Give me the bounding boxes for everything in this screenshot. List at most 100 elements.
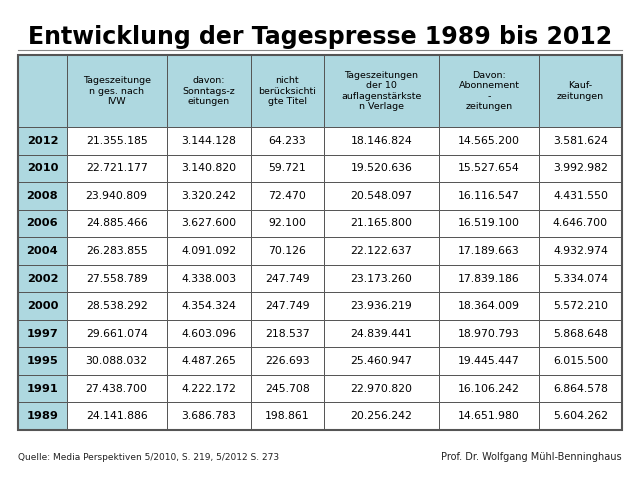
Bar: [67, 237, 166, 265]
Text: 2012: 2012: [27, 136, 58, 146]
Text: 64.233: 64.233: [268, 136, 306, 146]
Bar: [324, 210, 439, 237]
Bar: [251, 375, 324, 402]
Bar: [539, 182, 622, 210]
Text: 20.256.242: 20.256.242: [351, 411, 412, 421]
Text: 3.140.820: 3.140.820: [181, 163, 236, 173]
Text: Tageszeitunge
n ges. nach
IVW: Tageszeitunge n ges. nach IVW: [83, 76, 150, 106]
Text: 25.460.947: 25.460.947: [351, 356, 412, 366]
Text: 27.558.789: 27.558.789: [86, 274, 147, 284]
Text: 19.520.636: 19.520.636: [351, 163, 412, 173]
Text: 22.721.177: 22.721.177: [86, 163, 147, 173]
Bar: [251, 402, 324, 430]
Bar: [324, 127, 439, 155]
Text: 2004: 2004: [27, 246, 58, 256]
Text: 3.992.982: 3.992.982: [553, 163, 608, 173]
Text: 2010: 2010: [27, 163, 58, 173]
Text: 245.708: 245.708: [265, 384, 310, 394]
Text: 3.320.242: 3.320.242: [181, 191, 236, 201]
Bar: [539, 375, 622, 402]
Text: 1995: 1995: [26, 356, 58, 366]
Text: 70.126: 70.126: [268, 246, 307, 256]
Bar: [166, 375, 251, 402]
Text: 28.538.292: 28.538.292: [86, 301, 147, 311]
Text: 24.885.466: 24.885.466: [86, 218, 147, 228]
Text: 23.936.219: 23.936.219: [351, 301, 412, 311]
Bar: [324, 155, 439, 182]
Bar: [67, 155, 166, 182]
Text: 15.527.654: 15.527.654: [458, 163, 520, 173]
Text: 21.165.800: 21.165.800: [351, 218, 413, 228]
Bar: [439, 375, 539, 402]
Text: 23.940.809: 23.940.809: [86, 191, 148, 201]
Text: 6.015.500: 6.015.500: [553, 356, 608, 366]
Text: nicht
berücksichti
gte Titel: nicht berücksichti gte Titel: [259, 76, 316, 106]
Text: 5.334.074: 5.334.074: [553, 274, 608, 284]
Text: 21.355.185: 21.355.185: [86, 136, 147, 146]
Bar: [324, 237, 439, 265]
Bar: [251, 182, 324, 210]
Text: 226.693: 226.693: [265, 356, 310, 366]
Bar: [539, 210, 622, 237]
Text: 4.091.092: 4.091.092: [181, 246, 236, 256]
Text: 1989: 1989: [26, 411, 58, 421]
Text: 247.749: 247.749: [265, 274, 310, 284]
Text: 4.431.550: 4.431.550: [553, 191, 608, 201]
Text: 6.864.578: 6.864.578: [553, 384, 608, 394]
Text: 1991: 1991: [26, 384, 58, 394]
Bar: [166, 265, 251, 292]
Bar: [539, 155, 622, 182]
Bar: [324, 182, 439, 210]
Text: 2008: 2008: [27, 191, 58, 201]
Bar: [67, 375, 166, 402]
Bar: [67, 292, 166, 320]
Text: 4.932.974: 4.932.974: [553, 246, 608, 256]
Text: Tageszeitungen
der 10
auflagenstärkste
n Verlage: Tageszeitungen der 10 auflagenstärkste n…: [341, 71, 422, 111]
Text: 92.100: 92.100: [268, 218, 307, 228]
Bar: [439, 292, 539, 320]
Bar: [324, 55, 439, 127]
Bar: [251, 127, 324, 155]
Bar: [439, 127, 539, 155]
Text: 16.116.547: 16.116.547: [458, 191, 520, 201]
Bar: [67, 265, 166, 292]
Text: 4.338.003: 4.338.003: [181, 274, 236, 284]
Bar: [67, 55, 166, 127]
Text: 20.548.097: 20.548.097: [351, 191, 413, 201]
Text: 4.222.172: 4.222.172: [181, 384, 236, 394]
Bar: [439, 237, 539, 265]
Bar: [67, 402, 166, 430]
Text: Kauf-
zeitungen: Kauf- zeitungen: [557, 81, 604, 101]
Text: 22.970.820: 22.970.820: [351, 384, 413, 394]
Bar: [439, 402, 539, 430]
Bar: [18, 375, 67, 402]
Bar: [18, 402, 67, 430]
Text: 4.354.324: 4.354.324: [181, 301, 236, 311]
Bar: [324, 292, 439, 320]
Text: Entwicklung der Tagespresse 1989 bis 2012: Entwicklung der Tagespresse 1989 bis 201…: [28, 25, 612, 49]
Bar: [18, 237, 67, 265]
Bar: [251, 155, 324, 182]
Bar: [439, 265, 539, 292]
Text: 198.861: 198.861: [265, 411, 310, 421]
Text: 3.144.128: 3.144.128: [181, 136, 236, 146]
Bar: [166, 210, 251, 237]
Bar: [251, 55, 324, 127]
Bar: [166, 55, 251, 127]
Bar: [439, 55, 539, 127]
Bar: [324, 375, 439, 402]
Text: 4.487.265: 4.487.265: [181, 356, 236, 366]
Bar: [251, 320, 324, 348]
Text: 4.603.096: 4.603.096: [181, 329, 236, 338]
Text: 18.970.793: 18.970.793: [458, 329, 520, 338]
Bar: [539, 320, 622, 348]
Bar: [67, 348, 166, 375]
Text: 4.646.700: 4.646.700: [553, 218, 608, 228]
Bar: [18, 320, 67, 348]
Bar: [166, 127, 251, 155]
Bar: [18, 292, 67, 320]
Bar: [67, 127, 166, 155]
Bar: [18, 210, 67, 237]
Text: Prof. Dr. Wolfgang Mühl-Benninghaus: Prof. Dr. Wolfgang Mühl-Benninghaus: [442, 452, 622, 462]
Text: 3.581.624: 3.581.624: [553, 136, 608, 146]
